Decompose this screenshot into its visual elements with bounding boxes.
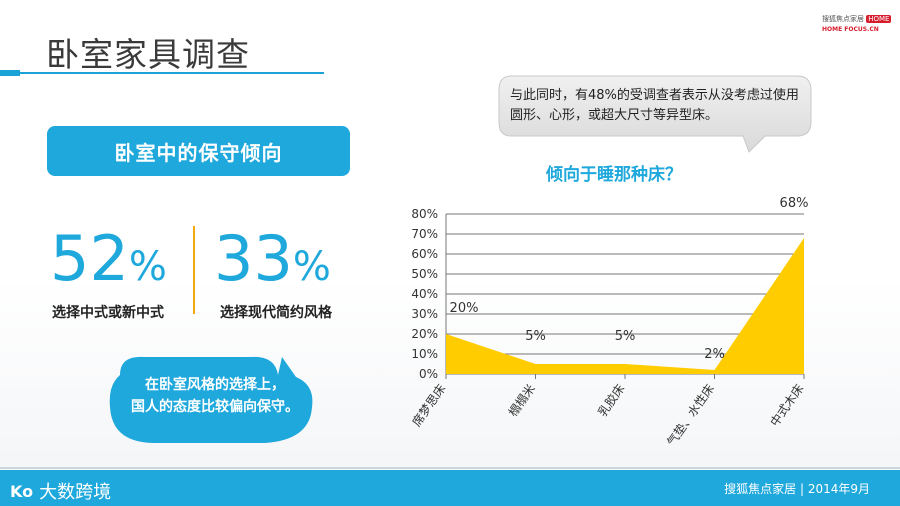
bubble-text-shaped-beds: 与此同时，有48%的受调查者表示从没考虑过使用圆形、心形，或超大尺寸等异型床。 [510,88,799,123]
footer-bar [0,470,900,506]
logo-brand-cn: 搜狐焦点家居 [822,15,864,23]
stat-modern-style: 33% [214,228,331,290]
area-chart: 0% 10% 20% 30% 40% 50% 60% 70% 80% 席梦思床 榻榻米 乳胶床 气垫、水… [409,196,809,449]
bubble-line: 国人的态度比较偏向保守。 [131,399,299,415]
data-label: 5% [615,329,636,344]
stat-label: 选择中式或新中式 [52,305,164,321]
x-tick-label: 中式木床 [767,381,807,429]
x-tick-label: 气垫、水性床 [663,381,717,449]
y-tick-label: 50% [411,267,438,281]
y-tick-label: 70% [411,227,438,241]
data-label: 68% [780,196,809,211]
area-series [446,238,804,374]
data-label: 2% [704,347,725,362]
footer-divider [0,467,900,469]
x-tick-label: 乳胶床 [595,381,628,419]
title-underline [20,72,324,74]
y-tick-label: 80% [411,207,438,221]
speech-bubble-blue [109,356,313,443]
y-tick-label: 0% [419,367,438,381]
footer-brand-name: 大数跨境 [39,482,112,503]
speech-bubble-grey [498,75,812,153]
footer-brand-mark: Ko [10,481,34,501]
footer-brand: Ko 大数跨境 [10,478,111,504]
y-tick-label: 30% [411,307,438,321]
stat-label: 选择现代简约风格 [220,305,332,321]
stat-chinese-style: 52% [50,228,167,290]
stat-unit: % [128,244,167,290]
section-tag: 卧室中的保守倾向 [47,126,350,176]
chart-title: 倾向于睡那种床？ [546,165,682,185]
bubble-line: 在卧室风格的选择上， [145,377,285,393]
page-title: 卧室家具调查 [46,35,250,74]
brand-logo: 搜狐焦点家居 HOME HOME FOCUS.CN [822,14,892,36]
stat-divider [193,226,195,314]
bubble-text-conservative: 在卧室风格的选择上， 国人的态度比较偏向保守。 [120,374,310,418]
title-accent-bar [0,70,20,76]
stat-unit: % [292,244,331,290]
x-tick-label: 榻榻米 [506,382,538,420]
x-tick-label: 席梦思床 [409,381,449,429]
stat-number: 33 [214,222,293,295]
footer-source: 搜狐焦点家居 | 2014年9月 [724,482,870,496]
logo-home-badge: HOME [866,15,892,23]
y-tick-label: 10% [411,347,438,361]
y-tick-label: 60% [411,247,438,261]
logo-brand-en: HOME FOCUS.CN [822,26,879,33]
data-label: 20% [450,301,479,316]
y-tick-label: 20% [411,327,438,341]
data-label: 5% [525,329,546,344]
stat-number: 52 [50,222,129,295]
y-tick-label: 40% [411,287,438,301]
